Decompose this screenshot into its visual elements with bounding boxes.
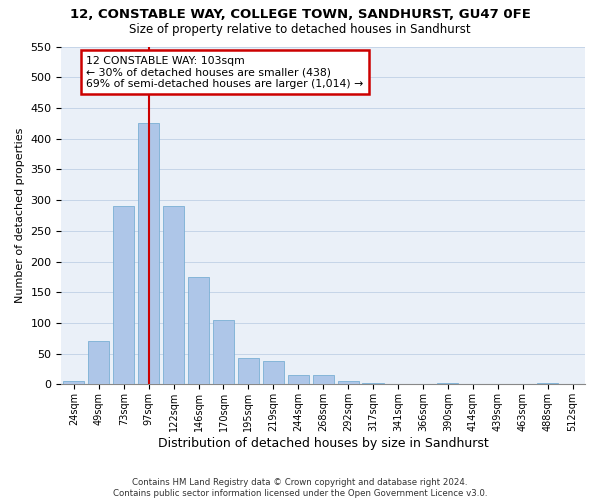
Bar	[238, 358, 259, 384]
Bar	[88, 342, 109, 384]
Bar	[537, 383, 558, 384]
Text: Contains HM Land Registry data © Crown copyright and database right 2024.
Contai: Contains HM Land Registry data © Crown c…	[113, 478, 487, 498]
Bar	[287, 374, 309, 384]
Bar	[263, 361, 284, 384]
Text: Size of property relative to detached houses in Sandhurst: Size of property relative to detached ho…	[129, 22, 471, 36]
Bar	[113, 206, 134, 384]
X-axis label: Distribution of detached houses by size in Sandhurst: Distribution of detached houses by size …	[158, 437, 488, 450]
Bar	[213, 320, 234, 384]
Bar	[362, 383, 383, 384]
Bar	[313, 374, 334, 384]
Text: 12 CONSTABLE WAY: 103sqm
← 30% of detached houses are smaller (438)
69% of semi-: 12 CONSTABLE WAY: 103sqm ← 30% of detach…	[86, 56, 364, 89]
Text: 12, CONSTABLE WAY, COLLEGE TOWN, SANDHURST, GU47 0FE: 12, CONSTABLE WAY, COLLEGE TOWN, SANDHUR…	[70, 8, 530, 20]
Y-axis label: Number of detached properties: Number of detached properties	[15, 128, 25, 303]
Bar	[188, 277, 209, 384]
Bar	[338, 380, 359, 384]
Bar	[138, 124, 159, 384]
Bar	[63, 382, 85, 384]
Bar	[437, 383, 458, 384]
Bar	[163, 206, 184, 384]
